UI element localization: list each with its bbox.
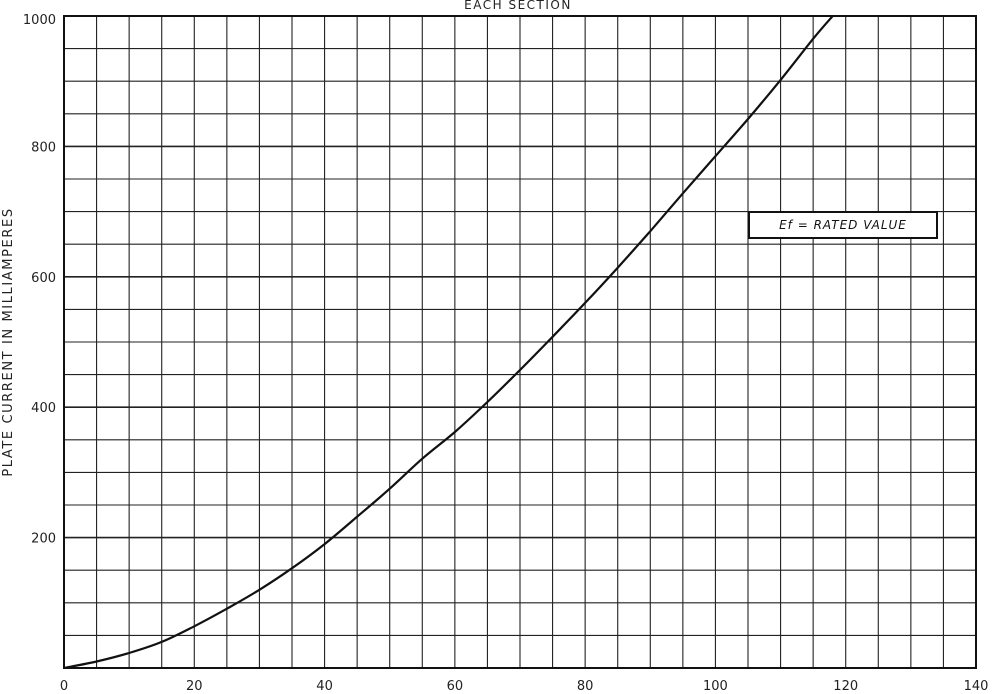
x-tick-label: 20 bbox=[186, 679, 203, 694]
annotation-box: Ef = RATED VALUE bbox=[748, 211, 938, 239]
annotation-text: Ef = RATED VALUE bbox=[779, 218, 907, 232]
x-tick-label: 140 bbox=[964, 679, 989, 694]
x-tick-label: 40 bbox=[316, 679, 333, 694]
x-tick-label: 0 bbox=[60, 679, 68, 694]
y-tick-label: 800 bbox=[31, 140, 56, 155]
x-tick-label: 60 bbox=[447, 679, 464, 694]
y-tick-label: 200 bbox=[31, 532, 56, 547]
x-tick-label: 100 bbox=[703, 679, 728, 694]
x-tick-label: 120 bbox=[833, 679, 858, 694]
plot-frame bbox=[63, 15, 977, 669]
x-tick-label: 80 bbox=[577, 679, 594, 694]
grid-lines bbox=[64, 16, 976, 668]
y-tick-label: 600 bbox=[31, 271, 56, 286]
y-axis-label: PLATE CURRENT IN MILLIAMPERES bbox=[1, 207, 16, 476]
chart-title: EACH SECTION bbox=[464, 0, 572, 12]
series-line bbox=[63, 15, 834, 670]
y-tick-labels: 200 400 600 800 1000 bbox=[23, 13, 56, 547]
y-tick-label: 1000 bbox=[23, 13, 56, 28]
y-tick-label: 400 bbox=[31, 401, 56, 416]
x-tick-labels: 0 20 40 60 80 100 120 140 bbox=[60, 679, 989, 694]
